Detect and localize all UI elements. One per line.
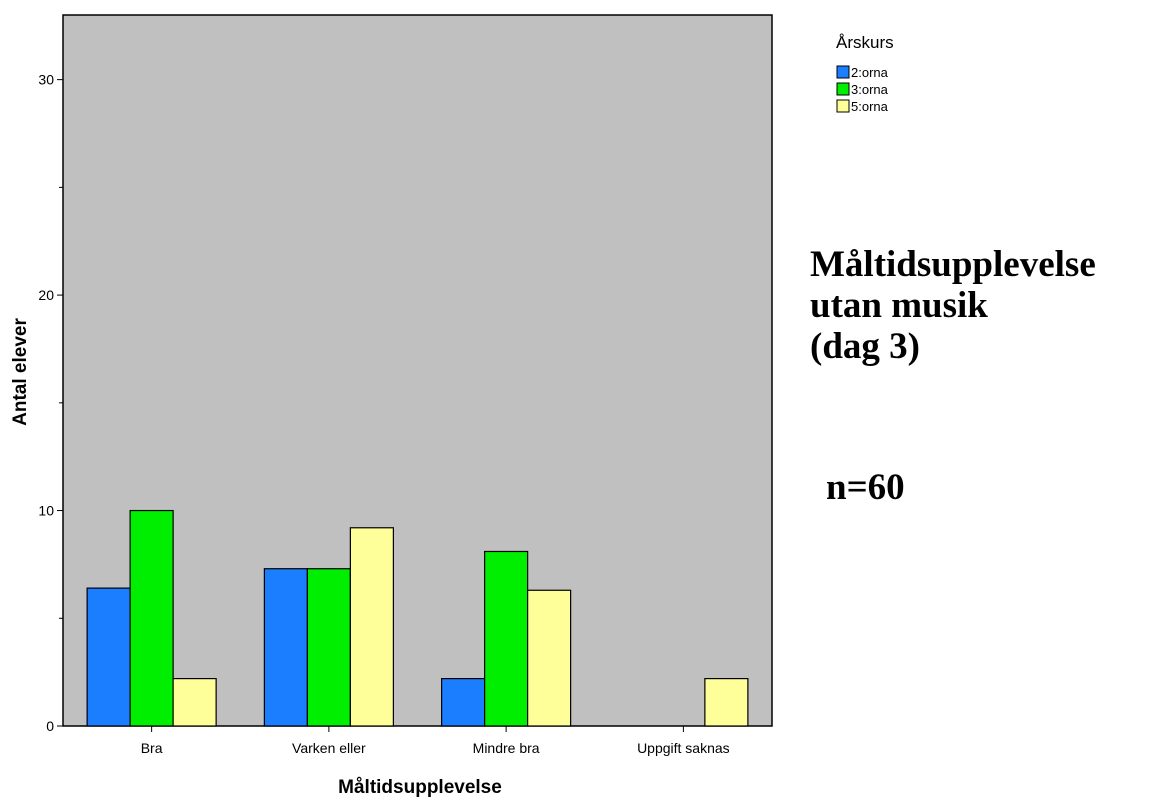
- bars-group: [86, 509, 749, 727]
- legend-label-0: 2:orna: [851, 65, 889, 80]
- x-tick-label-1: Varken eller: [292, 740, 366, 756]
- bar-2-0: [441, 677, 486, 727]
- bar-2-2: [527, 589, 572, 727]
- legend-label-2: 5:orna: [851, 99, 889, 114]
- y-axis: 0 10 20 30: [38, 72, 63, 734]
- bar-3-2: [704, 677, 749, 727]
- y-tick-label-3: 30: [38, 72, 54, 88]
- bar-0-0: [86, 587, 131, 727]
- legend-swatch-1: [836, 82, 850, 96]
- bar-2-1: [484, 550, 529, 727]
- y-axis-title: Antal elever: [10, 318, 31, 426]
- legend: Årskurs 2:orna 3:orna 5:orna: [836, 33, 894, 114]
- y-tick-label-2: 20: [38, 287, 54, 303]
- x-axis: Bra Varken eller Mindre bra Uppgift saknas: [141, 726, 730, 756]
- legend-title: Årskurs: [836, 33, 894, 52]
- x-axis-title: Måltidsupplevelse: [338, 777, 502, 798]
- x-tick-label-3: Uppgift saknas: [637, 740, 730, 756]
- annotation-title-line-1: Måltidsupplevelse: [810, 244, 1096, 285]
- sample-size-label: n=60: [826, 467, 905, 508]
- legend-swatch-2: [836, 99, 850, 113]
- bar-1-2: [349, 527, 394, 727]
- bar-1-0: [263, 568, 308, 727]
- annotation-title: Måltidsupplevelse utan musik (dag 3): [810, 244, 1160, 367]
- y-tick-label-1: 10: [38, 503, 54, 519]
- legend-swatch-0: [836, 65, 850, 79]
- annotation-title-line-3: (dag 3): [810, 326, 920, 367]
- legend-label-1: 3:orna: [851, 82, 889, 97]
- annotation-title-line-2: utan musik: [810, 285, 988, 326]
- bar-0-2: [172, 677, 217, 727]
- x-tick-label-0: Bra: [141, 740, 163, 756]
- bar-0-1: [129, 509, 174, 727]
- y-tick-label-0: 0: [46, 718, 54, 734]
- plot-area: [62, 14, 773, 727]
- x-tick-label-2: Mindre bra: [473, 740, 540, 756]
- bar-1-1: [306, 568, 351, 727]
